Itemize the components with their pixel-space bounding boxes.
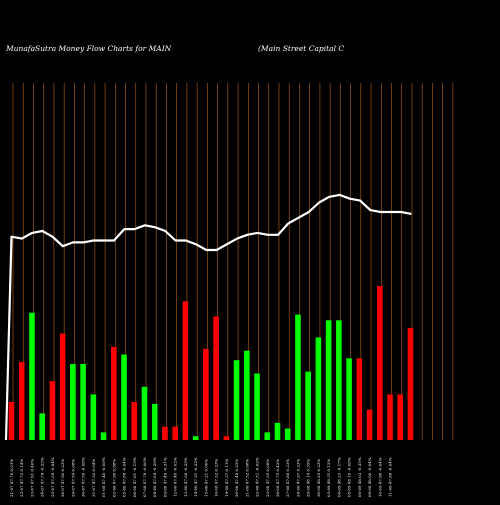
x-tick-label: 06-08 47.81 -0.15% <box>132 457 137 497</box>
x-tick-label: 30-08 48.25 0.23% <box>316 459 321 497</box>
x-tick-label: 05-08 47.88 -0.04% <box>122 457 127 497</box>
money-flow-bar-up <box>243 350 250 440</box>
x-tick-label: 22-08 47.51 -0.02% <box>255 457 260 497</box>
x-tick-label: 15-08 47.21 0.00% <box>203 459 208 497</box>
x-tick-labels: 21-07 47.70 0.01% 22-07 47.72 0.14% 23-07 … <box>9 457 393 497</box>
x-tick-label: 12-08 47.48 -0.02% <box>173 457 178 497</box>
money-flow-bar-up <box>141 386 148 440</box>
money-flow-bar-down <box>49 381 56 440</box>
x-tick-label: 29-07 47.54 0.08% <box>70 459 75 497</box>
money-flow-bar-down <box>18 362 25 440</box>
x-tick-label: 16-08 47.32 0.23% <box>214 459 219 497</box>
money-flow-bar-down <box>203 348 209 440</box>
money-flow-bar-up <box>284 428 291 440</box>
x-tick-label: 10-09 47.98 -0.04% <box>377 457 382 497</box>
x-tick-label: 14-08 47.21 -0.32% <box>193 457 198 497</box>
money-flow-bar-up <box>151 403 158 440</box>
x-tick-label: 31-07 47.52 0.04% <box>91 459 96 497</box>
money-flow-bar-down <box>8 402 15 440</box>
money-flow-bars <box>8 286 414 440</box>
x-tick-label: 21-08 47.52 0.06% <box>244 459 249 497</box>
x-tick-label: 05-09 48.19 -0.08% <box>347 457 352 497</box>
money-flow-bar-up <box>325 320 332 440</box>
money-flow-bar-up <box>80 364 86 440</box>
x-tick-label: 04-09 48.23 -0.17% <box>336 457 341 497</box>
x-tick-label: 24-07 47.79 -0.25% <box>40 457 45 497</box>
x-tick-label: 03-09 48.31 0.12% <box>326 459 331 497</box>
money-flow-bar-up <box>192 436 199 440</box>
money-flow-bar-down <box>397 394 404 440</box>
x-tick-label: 28-08 47.97 0.23% <box>295 459 300 497</box>
money-flow-bar-up <box>121 354 127 440</box>
x-tick-label: 11-09 47.96 -0.04% <box>388 457 393 497</box>
money-flow-bar-down <box>182 301 189 440</box>
money-flow-bar-down <box>376 286 383 440</box>
x-tick-label: 22-07 47.72 0.14% <box>19 459 24 497</box>
x-tick-label: 09-08 47.49 -0.31% <box>163 457 168 497</box>
chart-title-right: (Main Street Capital C <box>258 44 344 53</box>
money-flow-bar-up <box>29 312 35 440</box>
money-flow-bar-down <box>387 394 393 440</box>
x-tick-label: 01-08 47.48 -0.08% <box>101 457 106 497</box>
x-tick-label: 07-08 47.78 -0.06% <box>142 457 147 497</box>
money-flow-bar-down <box>223 436 230 440</box>
x-tick-label: 19-08 47.37 0.11% <box>224 459 229 497</box>
money-flow-bar-down <box>162 426 168 440</box>
x-tick-label: 26-08 47.75 0.42% <box>275 459 280 497</box>
x-tick-label: 21-07 47.70 0.01% <box>9 459 14 497</box>
money-flow-bar-up <box>254 373 260 440</box>
x-tick-label: 06-09 48.02 -0.35% <box>357 457 362 497</box>
x-tick-label: 09-09 48.00 -0.04% <box>367 457 372 497</box>
x-tick-label: 26-07 47.50 0.23% <box>60 459 65 497</box>
money-flow-bar-up <box>274 422 281 440</box>
money-flow-bar-up <box>233 360 240 440</box>
money-flow-bar-up <box>336 320 342 440</box>
price-line-layer <box>4 193 412 441</box>
money-flow-bar-down <box>366 409 373 440</box>
x-tick-label: 20-08 47.49 0.25% <box>234 459 239 497</box>
money-flow-bar-down <box>356 358 363 440</box>
chart-title-left: MunafaSutra Money Flow Charts for MAIN <box>5 44 172 53</box>
money-flow-bar-up <box>70 364 76 440</box>
money-flow-bar-down <box>111 346 117 440</box>
money-flow-bar-down <box>407 327 414 440</box>
x-tick-label: 27-08 47.86 0.23% <box>285 459 290 497</box>
price-line <box>4 193 412 441</box>
money-flow-bar-up <box>346 358 352 440</box>
money-flow-bar-down <box>213 316 219 440</box>
money-flow-bar-up <box>315 337 322 440</box>
money-flow-bar-up <box>90 394 97 440</box>
x-tick-label: 29-08 48.14 0.35% <box>306 459 311 497</box>
money-flow-bar-down <box>172 426 178 440</box>
x-tick-label: 25-07 47.39 -0.84% <box>50 457 55 497</box>
x-tick-label: 23-07 47.91 0.40% <box>30 459 35 497</box>
x-tick-label: 13-08 47.36 -0.25% <box>183 457 188 497</box>
x-tick-label: 23-08 47.55 0.08% <box>265 459 270 497</box>
money-flow-bar-down <box>131 402 138 440</box>
x-tick-label: 30-07 47.50 -0.08% <box>81 457 86 497</box>
x-tick-label: 02-08 47.90 0.88% <box>111 459 116 497</box>
money-flow-bar-down <box>59 333 66 440</box>
money-flow-bar-up <box>264 432 271 440</box>
x-tick-label: 08-08 47.64 -0.29% <box>152 457 157 497</box>
money-flow-bar-up <box>39 413 45 440</box>
money-flow-bar-up <box>295 314 301 440</box>
money-flow-bar-up <box>100 432 107 440</box>
money-flow-bar-up <box>305 371 311 440</box>
